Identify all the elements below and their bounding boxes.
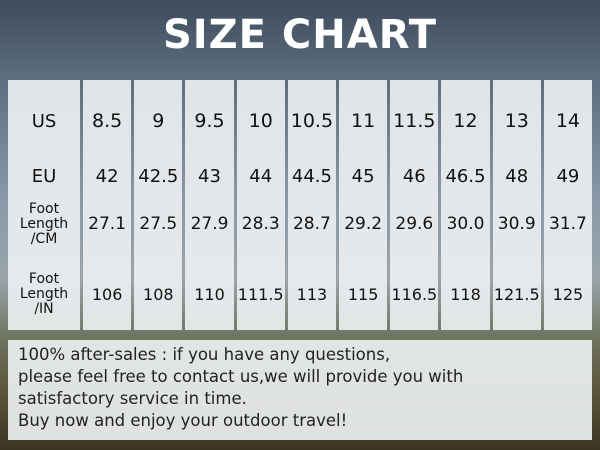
cm-size-cell: 29.2 xyxy=(344,214,383,234)
cm-label-line: /CM xyxy=(30,230,58,247)
size-column: 12 46.5 30.0 118 xyxy=(441,80,490,330)
size-chart-table: US EU Foot Length /CM Foot Length /IN 8.… xyxy=(8,80,593,330)
size-column: 10 44 28.3 111.5 xyxy=(236,80,285,330)
size-column: 9.5 43 27.9 110 xyxy=(185,80,234,330)
cm-label-line: Foot xyxy=(28,200,60,217)
size-column: 13 48 30.9 121.5 xyxy=(492,80,541,330)
in-size-cell: 115 xyxy=(347,284,379,304)
us-size-cell: 13 xyxy=(504,110,529,132)
size-column: 11 45 29.2 115 xyxy=(339,80,388,330)
us-size-cell: 8.5 xyxy=(91,110,123,132)
cm-size-cell: 30.9 xyxy=(497,214,536,234)
in-size-cell: 111.5 xyxy=(237,284,284,304)
page-title: SIZE CHART xyxy=(162,12,438,58)
in-size-cell: 108 xyxy=(143,284,174,304)
cm-size-cell: 27.5 xyxy=(139,214,178,234)
cm-label-line: Length xyxy=(19,215,69,232)
us-size-cell: 14 xyxy=(555,110,581,132)
us-size-cell: 10.5 xyxy=(290,110,334,132)
in-label-line: Length xyxy=(19,285,69,302)
cm-size-cell: 31.7 xyxy=(549,214,587,234)
size-column: 9 42.5 27.5 108 xyxy=(134,80,183,330)
us-label: US xyxy=(31,110,57,132)
us-size-cell: 10 xyxy=(248,110,273,132)
note-line: please feel free to contact us,we will p… xyxy=(18,367,464,386)
eu-size-cell: 42 xyxy=(95,165,119,187)
in-size-cell: 110 xyxy=(194,284,225,304)
us-size-cell: 9.5 xyxy=(194,110,225,132)
eu-size-cell: 48 xyxy=(505,165,529,187)
cm-label: Foot Length /CM xyxy=(8,190,80,258)
in-size-cell: 116.5 xyxy=(391,284,438,304)
eu-size-cell: 42.5 xyxy=(138,165,179,187)
us-size-cell: 12 xyxy=(453,110,478,132)
in-size-cell: 121.5 xyxy=(493,284,540,304)
us-size-cell: 11.5 xyxy=(393,110,436,132)
note-line: 100% after-sales : if you have any quest… xyxy=(18,345,391,364)
eu-size-cell: 44 xyxy=(249,165,273,187)
after-sales-note: 100% after-sales : if you have any quest… xyxy=(8,340,592,440)
in-label-line: /IN xyxy=(34,300,54,317)
row-labels: US EU Foot Length /CM Foot Length /IN xyxy=(8,80,80,330)
size-column: 14 49 31.7 125 xyxy=(543,80,593,330)
us-size-cell: 11 xyxy=(351,110,376,132)
eu-size-cell: 44.5 xyxy=(291,165,332,187)
cm-size-cell: 28.3 xyxy=(241,214,280,234)
eu-size-cell: 45 xyxy=(351,165,375,187)
eu-size-cell: 43 xyxy=(198,165,221,187)
in-size-cell: 125 xyxy=(552,284,584,304)
cm-size-cell: 27.9 xyxy=(190,214,229,234)
in-label-line: Foot xyxy=(28,270,60,287)
cm-size-cell: 29.6 xyxy=(395,214,434,234)
eu-size-cell: 46.5 xyxy=(445,165,486,187)
cm-size-cell: 27.1 xyxy=(88,214,127,234)
in-size-cell: 118 xyxy=(450,284,481,304)
eu-size-cell: 49 xyxy=(556,165,580,187)
note-line: satisfactory service in time. xyxy=(18,389,247,408)
in-size-cell: 113 xyxy=(296,284,328,304)
in-label: Foot Length /IN xyxy=(8,258,80,330)
note-line: Buy now and enjoy your outdoor travel! xyxy=(18,411,348,430)
cm-size-cell: 30.0 xyxy=(446,214,485,234)
eu-size-cell: 46 xyxy=(402,165,426,187)
size-column: 11.5 46 29.6 116.5 xyxy=(390,80,439,330)
us-size-cell: 9 xyxy=(152,110,165,132)
eu-label: EU xyxy=(31,165,57,187)
size-column: 8.5 42 27.1 106 xyxy=(83,80,132,330)
in-size-cell: 106 xyxy=(91,284,123,304)
size-column: 10.5 44.5 28.7 113 xyxy=(287,80,337,330)
cm-size-cell: 28.7 xyxy=(292,214,331,234)
